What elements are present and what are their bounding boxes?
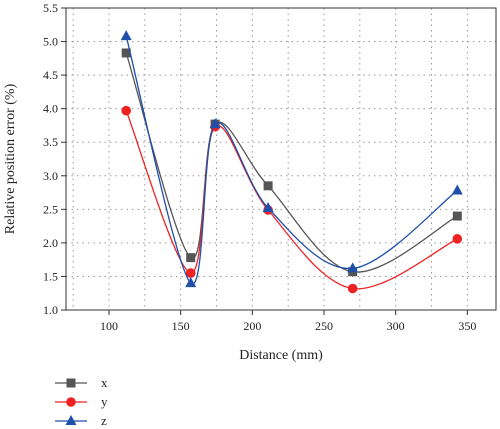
legend-item-z: z xyxy=(55,413,107,428)
data-point-z xyxy=(451,184,463,195)
data-point-x xyxy=(186,253,196,263)
y-axis-title: Relative position error (%) xyxy=(3,83,18,234)
x-tick-label: 200 xyxy=(243,319,261,333)
legend-label: z xyxy=(101,413,107,428)
x-tick-label: 150 xyxy=(172,319,190,333)
x-tick-label: 100 xyxy=(100,319,118,333)
data-point-y xyxy=(121,105,131,116)
series-z xyxy=(120,30,463,288)
y-tick-label: 2.5 xyxy=(43,202,58,216)
data-point-z xyxy=(209,118,221,129)
legend-item-x: x xyxy=(55,375,108,390)
x-tick-label: 350 xyxy=(458,319,476,333)
data-point-y xyxy=(452,234,463,244)
x-tick-label: 300 xyxy=(387,319,405,333)
y-tick-label: 4.0 xyxy=(43,102,58,116)
legend-label: x xyxy=(101,375,108,390)
data-point-y xyxy=(347,283,358,294)
legend-marker xyxy=(66,378,76,388)
legend-marker xyxy=(66,397,76,407)
series-layer xyxy=(120,30,463,294)
legend: xyz xyxy=(55,375,108,428)
y-tick-label: 2.0 xyxy=(43,236,58,250)
series-line-y xyxy=(125,110,458,290)
y-tick-label: 5.5 xyxy=(43,1,58,15)
data-point-z xyxy=(185,277,197,288)
series-line-x xyxy=(125,52,458,273)
y-tick-label: 3.5 xyxy=(43,135,58,149)
legend-marker xyxy=(65,415,77,425)
y-tick-label: 1.0 xyxy=(43,303,58,317)
data-point-x xyxy=(121,48,131,58)
data-point-z xyxy=(347,262,359,273)
series-y xyxy=(121,105,463,294)
legend-item-y: y xyxy=(55,394,108,409)
x-axis: 100 150 200 250 300 350 xyxy=(100,310,476,333)
y-tick-label: 3.0 xyxy=(43,169,58,183)
data-point-z xyxy=(262,201,274,212)
legend-label: y xyxy=(101,394,108,409)
plot-frame xyxy=(65,7,497,311)
data-point-z xyxy=(120,30,132,41)
y-tick-label: 1.5 xyxy=(43,269,58,283)
x-axis-title: Distance (mm) xyxy=(239,348,323,363)
y-tick-label: 4.5 xyxy=(43,68,58,82)
data-point-x xyxy=(452,211,462,221)
series-line-z xyxy=(125,36,458,285)
x-tick-label: 250 xyxy=(315,319,333,333)
y-tick-label: 5.0 xyxy=(43,35,58,49)
y-axis: 1.0 1.5 2.0 2.5 3.0 3.5 4.0 4.5 5.0 5.5 xyxy=(43,1,66,317)
data-point-x xyxy=(263,181,273,191)
data-point-y xyxy=(185,268,196,278)
